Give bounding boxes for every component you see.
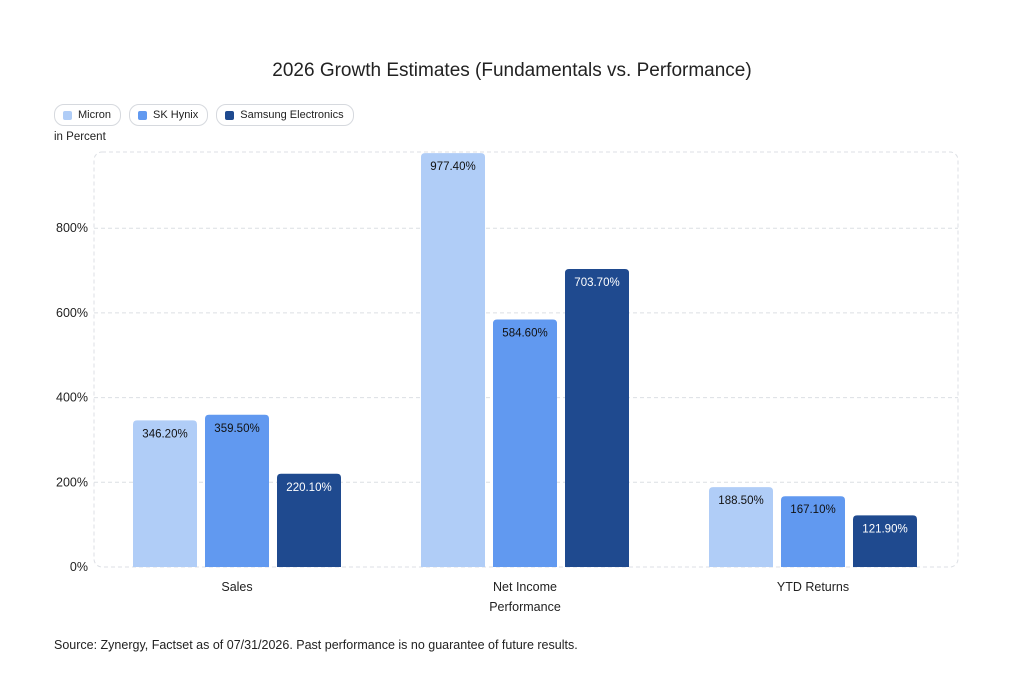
legend-item-micron[interactable]: Micron <box>54 104 122 126</box>
legend-label-samsung: Samsung Electronics <box>240 109 344 121</box>
bar-samsung-electronics-sales <box>277 473 341 567</box>
x-axis-label: Performance <box>489 600 561 614</box>
data-label: 703.70% <box>574 277 619 289</box>
y-tick-label: 0% <box>70 560 88 574</box>
legend-swatch-samsung <box>225 110 235 120</box>
bar-sk-hynix-net-income <box>493 319 557 567</box>
x-tick-label: Net Income <box>493 580 557 594</box>
legend-label-micron: Micron <box>78 109 112 121</box>
data-label: 167.10% <box>790 504 835 516</box>
x-tick-label: YTD Returns <box>777 580 849 594</box>
data-label: 584.60% <box>502 327 547 339</box>
y-tick-label: 800% <box>56 221 88 235</box>
y-tick-label: 400% <box>56 391 88 405</box>
bar-micron-net-income <box>421 153 485 567</box>
source-note: Source: Zynergy, Factset as of 07/31/202… <box>54 638 578 652</box>
y-axis-label: in Percent <box>54 131 106 143</box>
bar-micron-ytd-returns <box>709 487 773 567</box>
data-label: 188.50% <box>718 495 763 507</box>
legend-swatch-sk-hynix <box>138 110 148 120</box>
bar-micron-sales <box>133 420 197 567</box>
data-label: 346.20% <box>142 428 187 440</box>
bar-sk-hynix-sales <box>205 414 269 567</box>
legend-swatch-micron <box>63 110 72 120</box>
bar-samsung-electronics-net-income <box>565 269 629 567</box>
data-label: 220.10% <box>286 482 331 494</box>
legend-label-sk-hynix: SK Hynix <box>153 109 199 121</box>
data-label: 359.50% <box>214 423 259 435</box>
chart-title: 2026 Growth Estimates (Fundamentals vs. … <box>272 60 752 81</box>
data-label: 977.40% <box>430 161 475 173</box>
legend: Micron SK Hynix Samsung Electronics <box>54 104 354 126</box>
x-tick-label: Sales <box>221 580 252 594</box>
y-tick-label: 600% <box>56 306 88 320</box>
bar-sk-hynix-ytd-returns <box>781 496 845 567</box>
bar-samsung-electronics-ytd-returns <box>853 515 917 567</box>
y-tick-label: 200% <box>56 475 88 489</box>
legend-item-sk-hynix[interactable]: SK Hynix <box>129 104 209 126</box>
legend-item-samsung[interactable]: Samsung Electronics <box>216 104 354 126</box>
data-label: 121.90% <box>862 523 907 535</box>
